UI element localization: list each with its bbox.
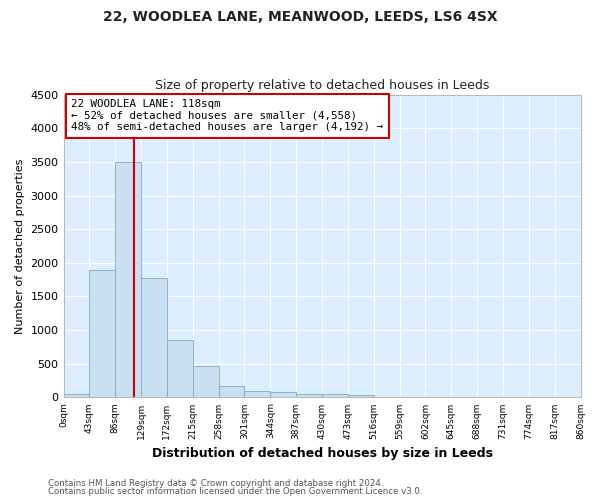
- X-axis label: Distribution of detached houses by size in Leeds: Distribution of detached houses by size …: [152, 447, 493, 460]
- Bar: [218, 386, 244, 398]
- Bar: [322, 394, 348, 398]
- Bar: [271, 392, 296, 398]
- Bar: [64, 394, 89, 398]
- Text: Contains public sector information licensed under the Open Government Licence v3: Contains public sector information licen…: [48, 487, 422, 496]
- Text: 22 WOODLEA LANE: 118sqm
← 52% of detached houses are smaller (4,558)
48% of semi: 22 WOODLEA LANE: 118sqm ← 52% of detache…: [71, 99, 383, 132]
- Bar: [348, 394, 374, 398]
- Bar: [193, 366, 218, 398]
- Bar: [89, 270, 115, 398]
- Bar: [244, 390, 271, 398]
- Title: Size of property relative to detached houses in Leeds: Size of property relative to detached ho…: [155, 79, 489, 92]
- Text: Contains HM Land Registry data © Crown copyright and database right 2024.: Contains HM Land Registry data © Crown c…: [48, 478, 383, 488]
- Bar: [296, 394, 322, 398]
- Bar: [115, 162, 141, 398]
- Bar: [167, 340, 193, 398]
- Text: 22, WOODLEA LANE, MEANWOOD, LEEDS, LS6 4SX: 22, WOODLEA LANE, MEANWOOD, LEEDS, LS6 4…: [103, 10, 497, 24]
- Y-axis label: Number of detached properties: Number of detached properties: [15, 158, 25, 334]
- Bar: [141, 278, 167, 398]
